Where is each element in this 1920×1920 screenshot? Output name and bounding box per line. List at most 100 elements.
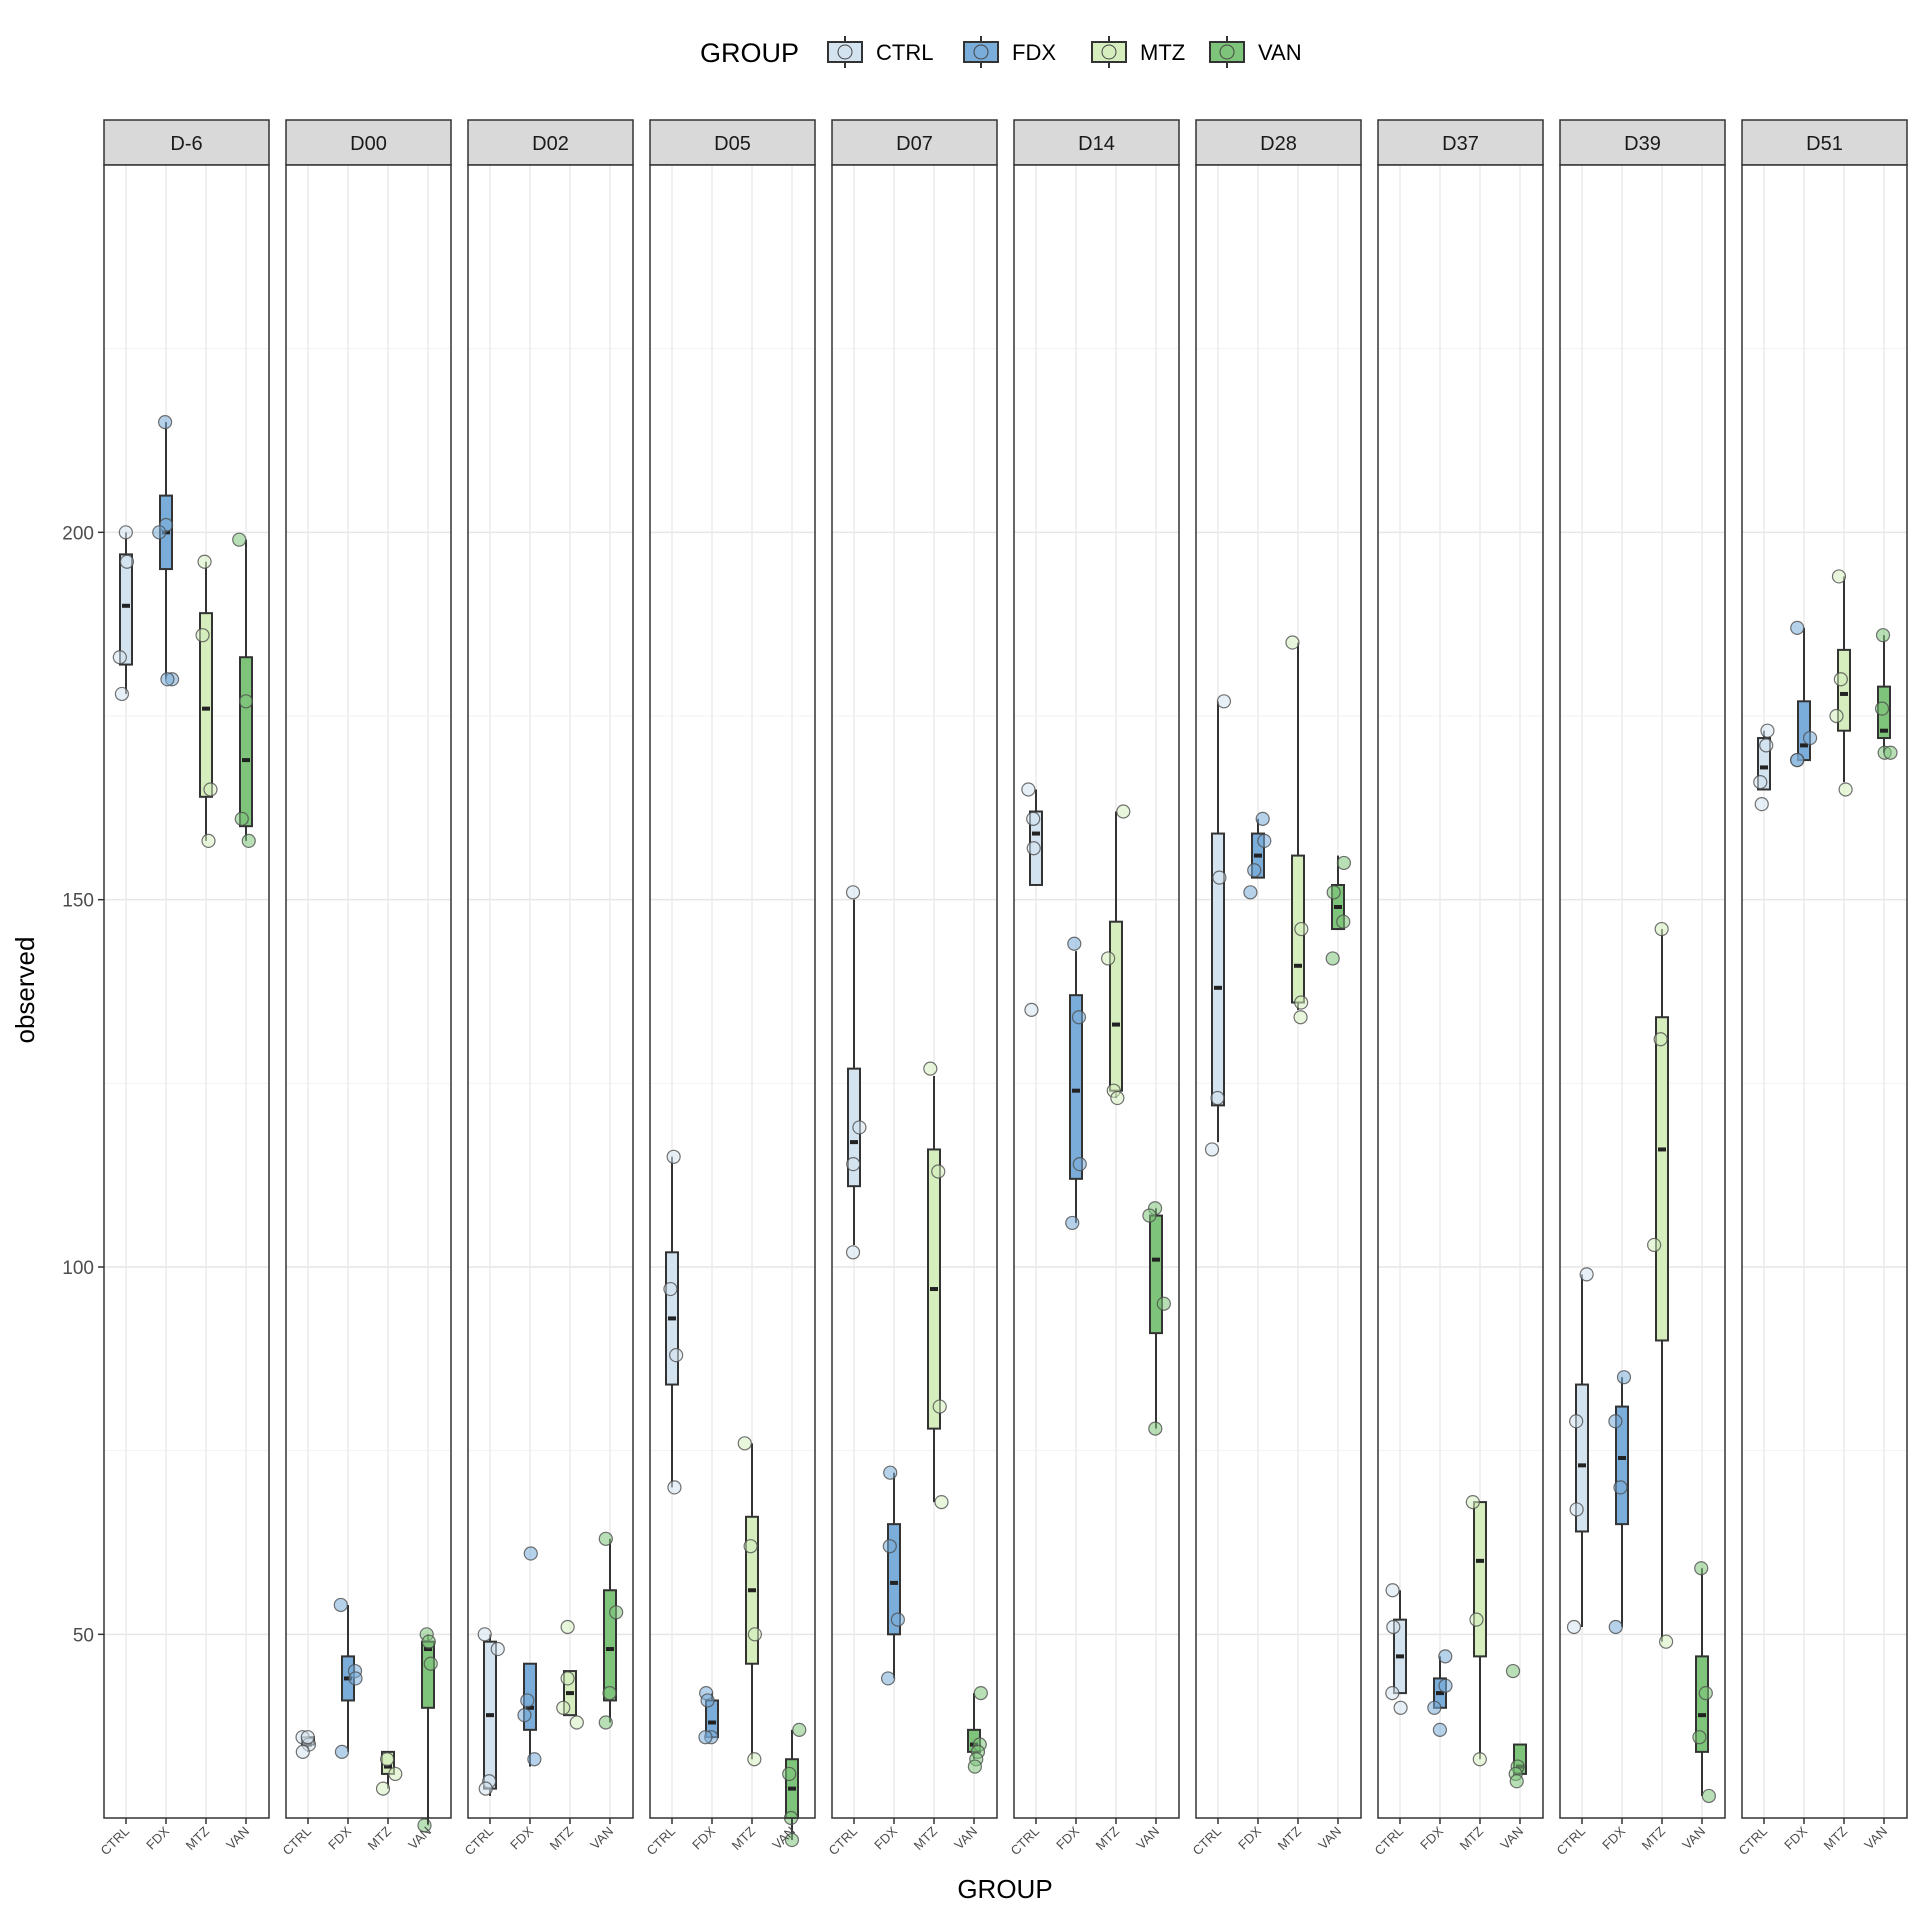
box-fdx xyxy=(1243,811,1272,900)
data-point xyxy=(845,885,861,900)
data-point xyxy=(1759,738,1774,753)
facet-strip-label: D02 xyxy=(532,133,569,155)
data-point xyxy=(1829,708,1844,724)
legend-key-point xyxy=(973,44,989,60)
data-point xyxy=(1754,797,1769,812)
data-point xyxy=(1336,855,1352,871)
x-tick-label: MTZ xyxy=(1093,1823,1123,1853)
data-point xyxy=(348,1671,363,1686)
data-point xyxy=(527,1752,542,1767)
data-point xyxy=(609,1605,624,1620)
panel-background xyxy=(1742,165,1907,1818)
box-iqr xyxy=(1695,1655,1709,1753)
panel-background xyxy=(1378,165,1543,1818)
data-point xyxy=(1385,1686,1400,1701)
facet-strip xyxy=(285,119,452,166)
panel-border xyxy=(103,164,270,1819)
data-point xyxy=(602,1686,617,1701)
data-point xyxy=(1608,1619,1623,1635)
x-tick-label: CTRL xyxy=(462,1824,497,1859)
data-point xyxy=(1789,752,1805,768)
x-tick-label: MTZ xyxy=(1639,1823,1669,1853)
facet-strip xyxy=(1195,119,1362,166)
data-point xyxy=(784,1832,800,1848)
data-point xyxy=(477,1627,492,1642)
box-iqr xyxy=(1069,994,1083,1180)
data-point xyxy=(1024,1002,1039,1017)
legend-title: GROUP xyxy=(700,38,799,68)
data-point xyxy=(1883,745,1898,760)
box-iqr xyxy=(239,656,253,828)
data-point xyxy=(1385,1583,1400,1598)
y-axis-title: observed xyxy=(10,937,40,1044)
data-point xyxy=(421,1634,436,1649)
box-ctrl xyxy=(1204,694,1232,1157)
data-point xyxy=(1216,694,1232,709)
x-tick-label: VAN xyxy=(1133,1824,1162,1853)
x-tick-label: FDX xyxy=(1781,1823,1810,1852)
box-van xyxy=(1692,1561,1716,1804)
x-tick-label: VAN xyxy=(1315,1824,1344,1853)
facet-strip-label: D37 xyxy=(1442,133,1479,155)
box-mtz xyxy=(556,1619,584,1730)
data-point xyxy=(1874,701,1890,716)
x-tick-label: FDX xyxy=(507,1823,536,1852)
data-point xyxy=(792,1722,807,1737)
data-point xyxy=(663,1281,678,1297)
y-axis: 50 100 150 200 xyxy=(62,523,104,1646)
data-point xyxy=(380,1752,395,1767)
box-mtz xyxy=(737,1436,762,1767)
data-point xyxy=(195,628,210,643)
data-point xyxy=(846,1157,861,1172)
panel-border xyxy=(1195,164,1362,1819)
data-point xyxy=(1026,841,1041,856)
facet-strip xyxy=(467,119,634,166)
panel-d-6: D-6 CTRL FDX MTZ VAN xyxy=(98,119,270,1858)
data-point xyxy=(1790,620,1805,635)
box-van xyxy=(1325,855,1352,966)
data-point xyxy=(882,1539,897,1554)
facet-strip-label: D14 xyxy=(1078,133,1115,155)
data-point xyxy=(1692,1730,1707,1745)
data-point xyxy=(114,686,130,702)
data-point xyxy=(598,1531,613,1546)
data-point xyxy=(1101,951,1116,966)
box-fdx xyxy=(881,1465,905,1686)
data-point xyxy=(1654,921,1669,937)
x-tick-label: CTRL xyxy=(1554,1824,1589,1859)
x-tick-label: MTZ xyxy=(365,1823,395,1853)
box-mtz xyxy=(1465,1494,1487,1767)
data-point xyxy=(1831,569,1847,584)
facet-strip xyxy=(1741,119,1908,166)
data-point xyxy=(1505,1663,1521,1679)
data-point xyxy=(1071,1010,1087,1025)
panel-d39: D39 CTRL FDX MTZ VAN xyxy=(1554,119,1726,1859)
data-point xyxy=(556,1700,571,1715)
data-point xyxy=(1257,833,1272,848)
x-tick-label: FDX xyxy=(1417,1823,1446,1852)
panel-border xyxy=(285,164,452,1819)
legend-label: FDX xyxy=(1012,40,1056,65)
data-point xyxy=(666,1149,681,1164)
data-point xyxy=(598,1715,613,1730)
box-mtz xyxy=(1829,569,1853,797)
data-point xyxy=(1285,635,1300,650)
data-point xyxy=(490,1641,505,1657)
data-point xyxy=(934,1494,949,1510)
box-van xyxy=(598,1531,624,1730)
box-ctrl xyxy=(845,885,867,1260)
data-point xyxy=(1432,1722,1448,1737)
x-tick-label: VAN xyxy=(223,1824,252,1853)
data-point xyxy=(375,1781,391,1796)
panel-background xyxy=(832,165,997,1818)
box-iqr xyxy=(1473,1501,1487,1658)
box-van xyxy=(967,1686,988,1774)
data-point xyxy=(1021,782,1036,797)
panel-background xyxy=(1014,165,1179,1818)
box-iqr xyxy=(1615,1405,1629,1526)
x-tick-label: FDX xyxy=(871,1823,900,1852)
data-point xyxy=(232,532,247,547)
y-tick-label: 100 xyxy=(62,1258,94,1279)
x-tick-label: MTZ xyxy=(1457,1823,1487,1853)
